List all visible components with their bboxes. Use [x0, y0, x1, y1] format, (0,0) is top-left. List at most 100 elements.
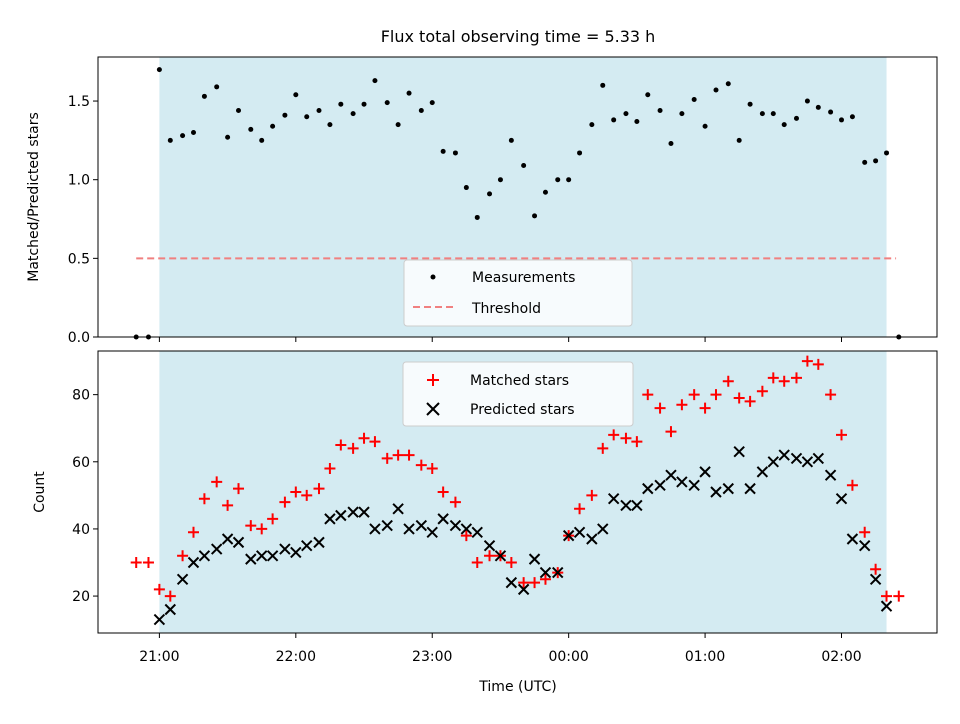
matched-star-point: [267, 513, 279, 525]
matched-star-point: [665, 426, 677, 438]
predicted-star-point: [573, 526, 586, 538]
top-y-tick-label: 0.0: [68, 330, 90, 346]
predicted-star-point: [153, 613, 166, 626]
matched-star-point: [130, 557, 142, 568]
matched-star-point: [153, 583, 165, 595]
matched-star-point: [733, 392, 745, 404]
measurement-point: [645, 92, 651, 98]
measurement-point: [282, 112, 288, 118]
predicted-star-point: [347, 506, 359, 518]
measurement-point: [508, 137, 514, 143]
legend-measurements-marker: [430, 274, 436, 280]
measurement-point: [190, 130, 196, 136]
predicted-star-point: [358, 506, 370, 518]
matched-star-point: [460, 530, 472, 542]
matched-star-point: [187, 526, 199, 538]
predicted-star-point: [562, 529, 575, 542]
matched-star-point: [676, 399, 688, 411]
x-tick-label: 02:00: [821, 649, 861, 665]
measurement-point: [828, 109, 834, 115]
matched-star-point: [767, 372, 779, 384]
bottom-panel-frame: [97, 350, 938, 634]
measurement-point: [611, 117, 617, 123]
predicted-star-point: [824, 469, 837, 481]
predicted-star-point: [255, 550, 268, 562]
measurement-point: [406, 90, 412, 96]
matched-star-point: [825, 389, 837, 401]
matched-star-point: [812, 358, 824, 370]
predicted-star-point: [607, 493, 620, 505]
predicted-star-point: [324, 513, 336, 525]
predicted-star-point: [846, 533, 859, 545]
matched-star-point: [608, 429, 620, 441]
predicted-star-point: [164, 603, 177, 616]
measurement-point: [327, 122, 333, 128]
legend-threshold-label: Threshold: [471, 301, 541, 317]
matched-star-point: [381, 452, 393, 464]
measurement-point: [167, 137, 173, 143]
matched-star-point: [699, 402, 711, 414]
bottom-y-tick-label: 40: [72, 522, 90, 538]
top-y-axis-label: Matched/Predicted stars: [26, 112, 42, 282]
predicted-star-point: [483, 540, 496, 552]
measurement-point: [440, 148, 446, 154]
measurement-point: [474, 214, 480, 220]
predicted-star-point: [812, 452, 825, 465]
predicted-star-point: [539, 566, 552, 579]
matched-star-point: [369, 436, 381, 448]
predicted-star-point: [631, 499, 643, 512]
measurement-point: [555, 177, 561, 183]
measurement-point: [259, 137, 265, 143]
x-tick-label: 22:00: [276, 649, 316, 665]
x-tick-label: 21:00: [139, 649, 179, 665]
predicted-star-point: [676, 476, 688, 488]
measurement-point: [657, 107, 663, 113]
predicted-star-point: [313, 536, 325, 549]
measurement-point: [463, 185, 469, 191]
top-legend-box: [403, 259, 633, 327]
predicted-star-point: [437, 513, 449, 525]
predicted-star-point: [449, 519, 462, 532]
matched-star-point: [574, 503, 586, 515]
matched-star-point: [177, 550, 189, 562]
measurement-point: [225, 134, 231, 140]
measurement-point: [759, 111, 765, 117]
measurement-point: [304, 114, 310, 120]
top-legend: Measurements Threshold: [403, 259, 633, 327]
predicted-star-point: [835, 493, 848, 505]
predicted-star-point: [279, 543, 291, 555]
bottom-y-tick-label: 60: [72, 455, 90, 471]
matched-star-point: [415, 459, 427, 471]
legend-predicted-marker: [426, 402, 440, 416]
measurement-point: [452, 150, 458, 156]
matched-star-point: [426, 463, 438, 474]
predicted-star-point: [778, 449, 790, 461]
predicted-star-point: [426, 526, 438, 538]
matched-star-point: [778, 375, 790, 387]
predicted-star-point: [460, 523, 473, 535]
matched-star-point: [620, 432, 632, 444]
measurement-point: [487, 191, 493, 197]
measurement-point: [361, 101, 367, 107]
chart-title: Flux total observing time = 5.33 h: [381, 27, 656, 46]
matched-star-point: [870, 563, 882, 575]
matched-star-point: [256, 523, 268, 535]
matched-star-point: [836, 429, 848, 441]
predicted-star-point: [392, 503, 404, 515]
predicted-star-point: [290, 546, 302, 559]
matched-star-point: [539, 573, 551, 585]
matched-star-point: [142, 557, 154, 568]
matched-star-point: [722, 375, 734, 387]
measurement-point: [236, 107, 242, 113]
predicted-star-point: [232, 536, 245, 549]
measurement-point: [781, 122, 787, 128]
predicted-star-point: [858, 540, 871, 552]
bottom-y-tick-label: 80: [72, 388, 90, 404]
predicted-star-point: [869, 573, 882, 585]
predicted-star-point: [198, 550, 211, 562]
matched-star-point: [198, 493, 210, 505]
matched-star-point: [403, 449, 415, 461]
measurement-point: [577, 150, 583, 156]
legend-matched-label: Matched stars: [470, 373, 569, 389]
predicted-star-point: [187, 556, 200, 569]
